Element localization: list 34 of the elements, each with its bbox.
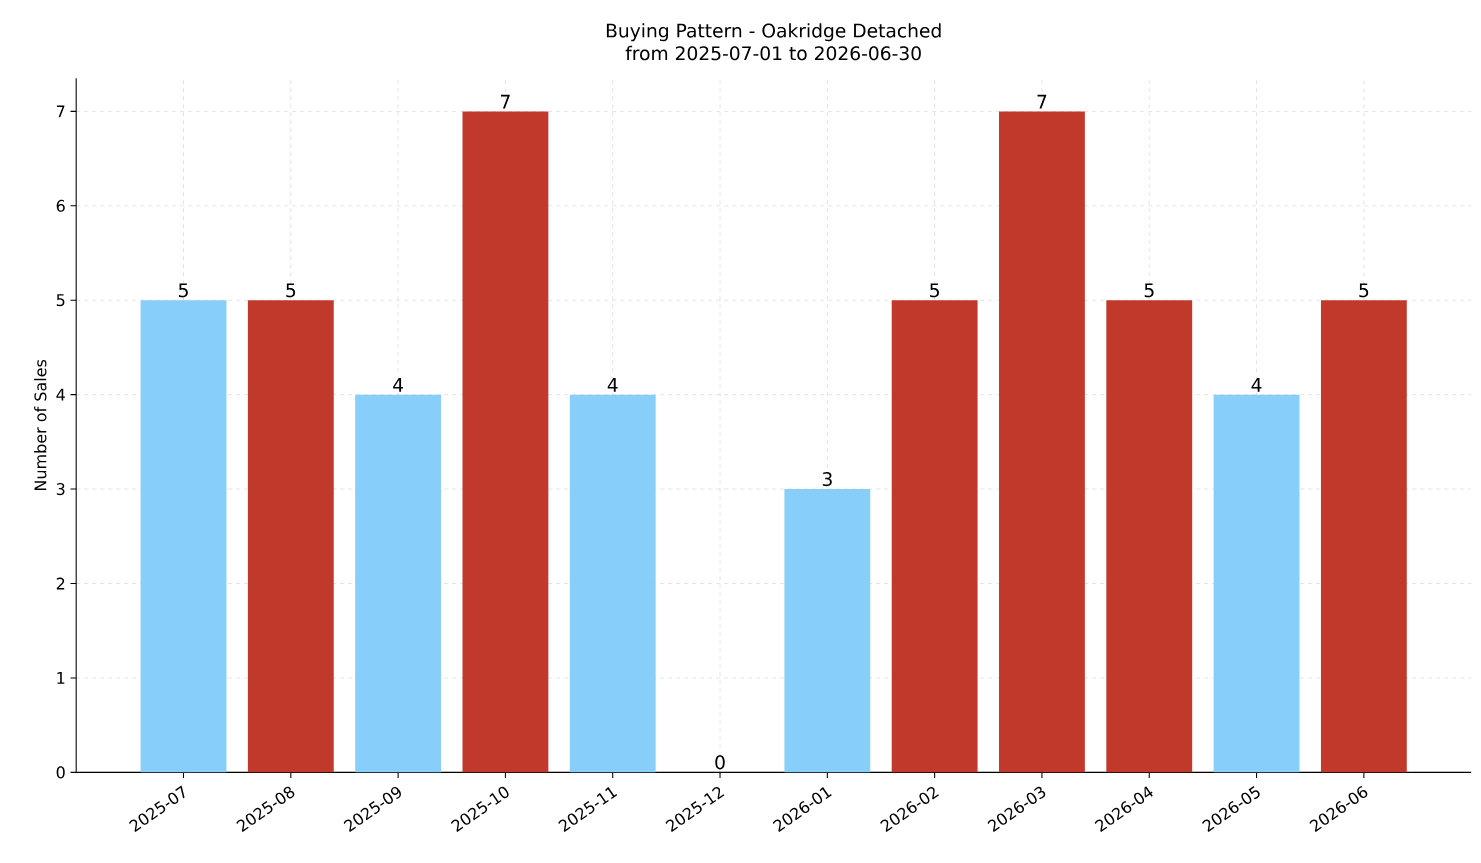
y-tick-label: 5 — [56, 294, 65, 307]
bar — [247, 300, 334, 773]
bar — [999, 111, 1085, 773]
data-label: 4 — [1251, 378, 1262, 392]
y-tick-label: 2 — [56, 577, 65, 590]
y-tick-label: 6 — [56, 199, 65, 212]
y-tick-label: 3 — [56, 483, 65, 496]
data-label: 4 — [607, 378, 618, 392]
bar — [462, 111, 549, 773]
bar — [1213, 394, 1300, 773]
y-tick-label: 7 — [56, 105, 65, 118]
bar — [784, 489, 871, 773]
chart-title: Buying Pattern - Oakridge Detached — [606, 23, 941, 42]
y-tick-label: 1 — [57, 672, 65, 684]
bar — [140, 300, 227, 773]
data-label: 3 — [822, 472, 832, 487]
data-label: 5 — [286, 283, 296, 298]
bar — [1106, 300, 1193, 773]
bar — [569, 394, 656, 773]
data-label: 7 — [1037, 94, 1047, 109]
y-axis-title: Number of Sales — [34, 359, 47, 490]
bar — [891, 300, 978, 773]
bar — [1320, 300, 1407, 773]
y-tick-label: 0 — [56, 766, 65, 779]
y-tick-label: 4 — [56, 388, 65, 401]
data-label: 7 — [501, 94, 510, 109]
data-label: 0 — [715, 755, 725, 770]
data-label: 5 — [179, 283, 188, 298]
data-label: 5 — [1144, 283, 1154, 298]
data-label: 4 — [393, 378, 404, 392]
data-label: 5 — [930, 283, 939, 298]
chart-subtitle: from 2025-07-01 to 2026-06-30 — [625, 45, 921, 61]
bar — [355, 394, 442, 773]
data-label: 5 — [1359, 283, 1369, 298]
